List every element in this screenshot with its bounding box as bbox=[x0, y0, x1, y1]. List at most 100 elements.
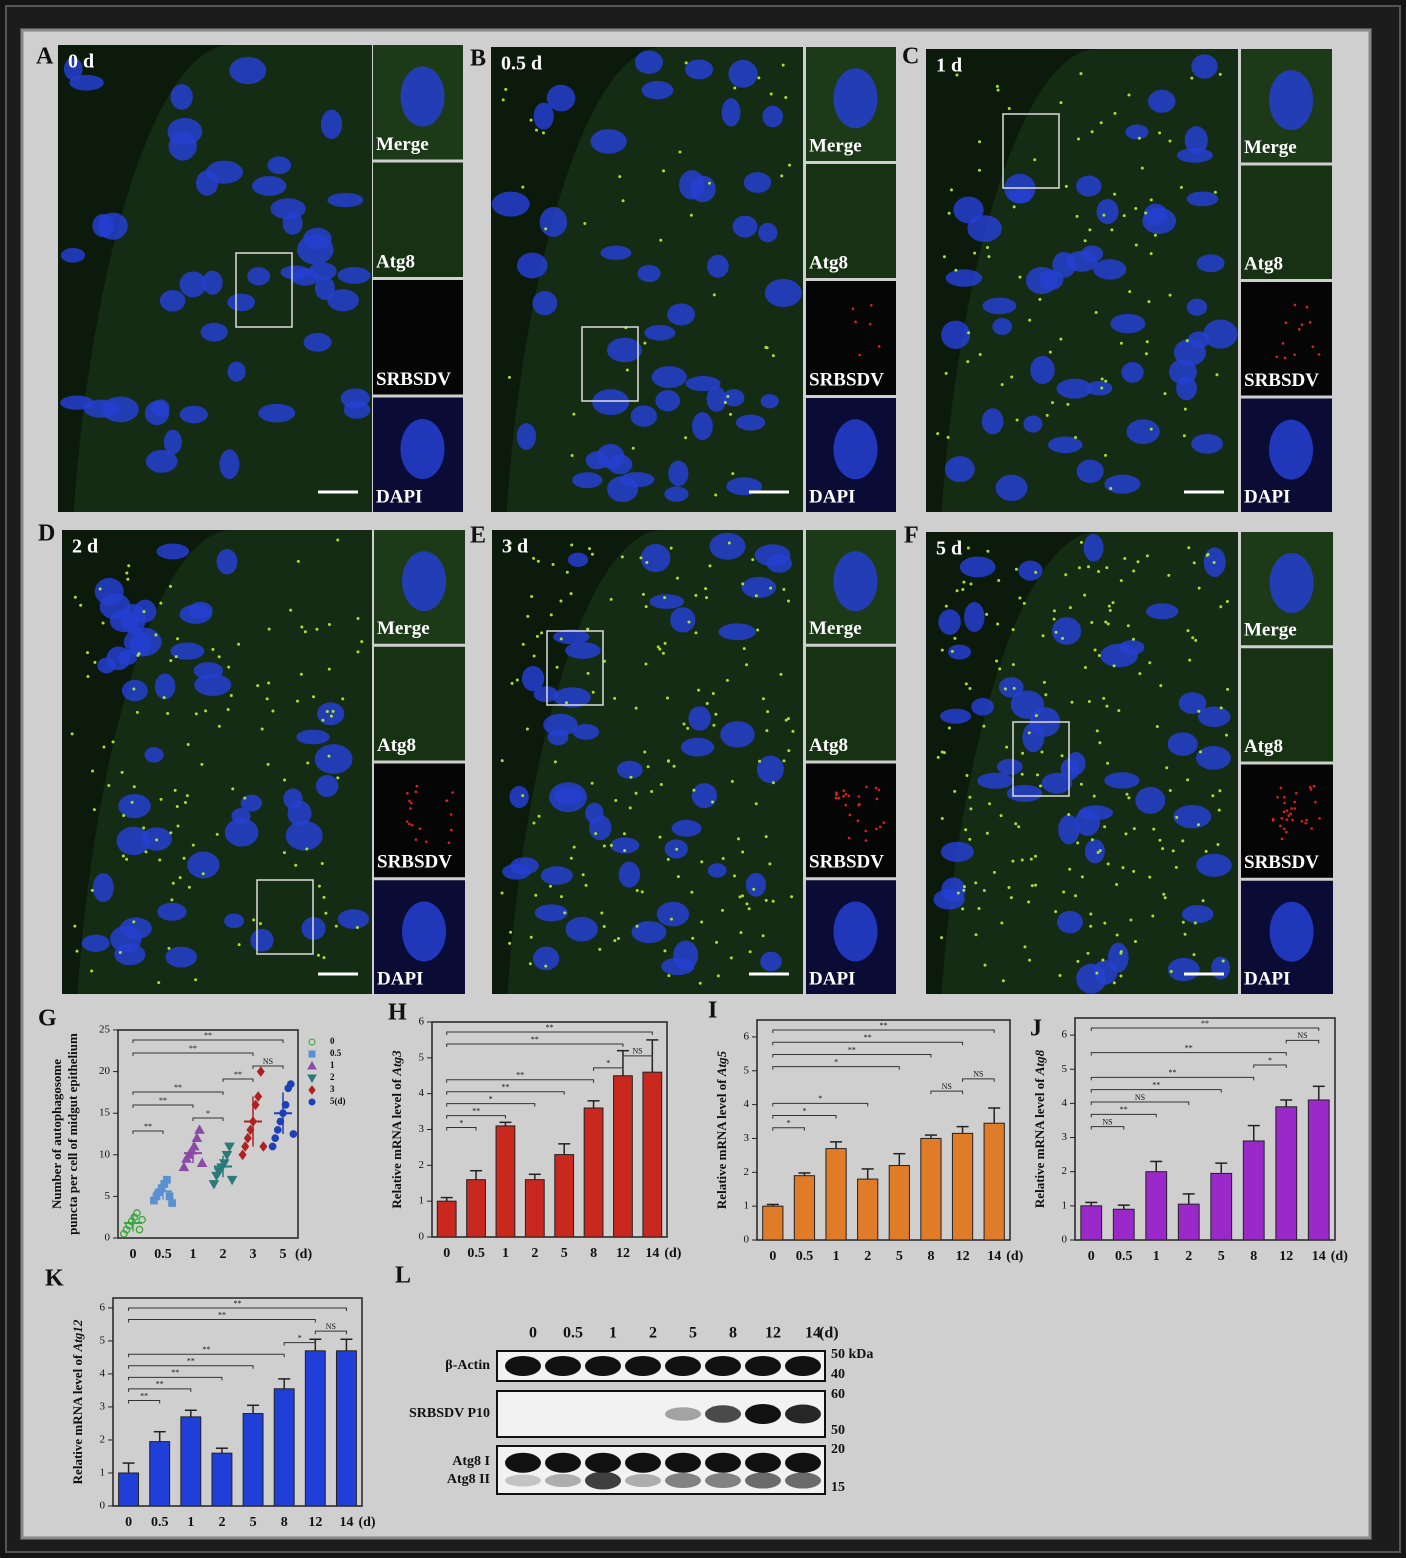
puncta bbox=[742, 647, 746, 651]
significance-label: NS bbox=[973, 1070, 983, 1079]
nucleus bbox=[567, 552, 589, 567]
puncta bbox=[1165, 766, 1169, 770]
y-axis-label-text: Relative mRNA level of bbox=[714, 1076, 729, 1209]
nucleus bbox=[154, 673, 176, 700]
puncta bbox=[705, 596, 709, 600]
puncta bbox=[766, 710, 770, 714]
significance-label: ** bbox=[140, 1391, 148, 1400]
puncta bbox=[877, 788, 881, 792]
puncta bbox=[1115, 883, 1119, 887]
lane-label: 8 bbox=[729, 1325, 737, 1342]
nucleus bbox=[1191, 54, 1218, 79]
puncta bbox=[1080, 875, 1084, 879]
puncta bbox=[1106, 862, 1110, 866]
puncta bbox=[602, 925, 606, 929]
puncta bbox=[1138, 672, 1142, 676]
legend-marker bbox=[308, 1098, 316, 1106]
nucleus bbox=[1121, 362, 1144, 383]
puncta bbox=[135, 710, 139, 714]
puncta bbox=[848, 813, 852, 817]
puncta bbox=[1103, 921, 1107, 925]
channel-label: Merge bbox=[809, 135, 862, 156]
puncta bbox=[1159, 684, 1163, 688]
blot-band bbox=[745, 1404, 781, 1424]
puncta bbox=[1175, 815, 1179, 819]
puncta bbox=[691, 936, 695, 940]
data-point bbox=[122, 1225, 131, 1234]
y-tick-label: 6 bbox=[419, 1016, 425, 1028]
puncta bbox=[324, 911, 328, 915]
puncta bbox=[1086, 951, 1090, 955]
puncta bbox=[1148, 661, 1152, 665]
nucleus bbox=[1145, 603, 1179, 620]
puncta bbox=[620, 555, 624, 559]
puncta bbox=[1093, 648, 1097, 652]
puncta bbox=[111, 740, 115, 744]
puncta bbox=[107, 784, 111, 788]
significance-bracket bbox=[1090, 1076, 1255, 1081]
puncta bbox=[1033, 854, 1037, 858]
puncta bbox=[1100, 386, 1104, 390]
puncta bbox=[1101, 958, 1105, 962]
puncta bbox=[159, 797, 163, 801]
nucleus bbox=[205, 160, 243, 184]
bar bbox=[554, 1154, 575, 1238]
significance-label: ** bbox=[218, 1310, 226, 1319]
nucleus bbox=[728, 59, 758, 88]
puncta bbox=[1217, 808, 1221, 812]
puncta bbox=[1034, 883, 1038, 887]
puncta bbox=[1007, 107, 1011, 111]
x-tick-label: 12 bbox=[616, 1246, 630, 1261]
puncta bbox=[450, 828, 453, 832]
nucleus bbox=[402, 551, 447, 612]
y-tick-label: 6 bbox=[1062, 1029, 1068, 1041]
nucleus bbox=[977, 772, 1014, 789]
puncta bbox=[447, 841, 451, 845]
significance-label: NS bbox=[1102, 1117, 1112, 1126]
puncta bbox=[944, 604, 948, 608]
puncta bbox=[1187, 546, 1191, 550]
significance-label: ** bbox=[501, 1083, 509, 1092]
puncta bbox=[256, 684, 260, 688]
puncta bbox=[940, 816, 944, 820]
puncta bbox=[507, 375, 511, 379]
nucleus bbox=[998, 677, 1024, 698]
puncta bbox=[1014, 567, 1018, 571]
puncta bbox=[771, 781, 775, 785]
puncta bbox=[1155, 724, 1159, 728]
puncta bbox=[551, 562, 555, 566]
puncta bbox=[656, 645, 660, 649]
nucleus bbox=[760, 951, 782, 972]
puncta bbox=[936, 432, 940, 436]
puncta bbox=[1280, 837, 1284, 841]
panel-letter: H bbox=[388, 1000, 407, 1026]
puncta bbox=[1225, 599, 1229, 603]
puncta bbox=[1060, 754, 1064, 758]
puncta bbox=[847, 794, 851, 798]
puncta bbox=[974, 881, 978, 885]
nucleus bbox=[967, 215, 1002, 243]
roi-box bbox=[581, 326, 639, 402]
puncta bbox=[729, 956, 733, 960]
nucleus bbox=[1058, 814, 1080, 845]
nucleus bbox=[320, 109, 343, 139]
nucleus bbox=[760, 394, 779, 409]
significance-label: ** bbox=[864, 1033, 872, 1042]
x-tick-label: 14 bbox=[645, 1246, 659, 1261]
nucleus bbox=[224, 818, 259, 847]
significance-label: * bbox=[489, 1094, 493, 1103]
nucleus bbox=[1178, 692, 1207, 714]
puncta bbox=[1064, 573, 1068, 577]
puncta bbox=[857, 795, 861, 798]
bar bbox=[273, 1388, 295, 1507]
puncta bbox=[729, 412, 733, 416]
puncta bbox=[955, 589, 959, 593]
y-axis-label: Relative mRNA level of Atg12 bbox=[70, 1319, 85, 1484]
puncta bbox=[1061, 636, 1065, 640]
blot-band bbox=[665, 1452, 701, 1473]
puncta bbox=[965, 773, 969, 777]
puncta bbox=[761, 697, 765, 701]
blot-band bbox=[785, 1404, 821, 1424]
puncta bbox=[355, 925, 359, 929]
puncta bbox=[418, 827, 422, 830]
